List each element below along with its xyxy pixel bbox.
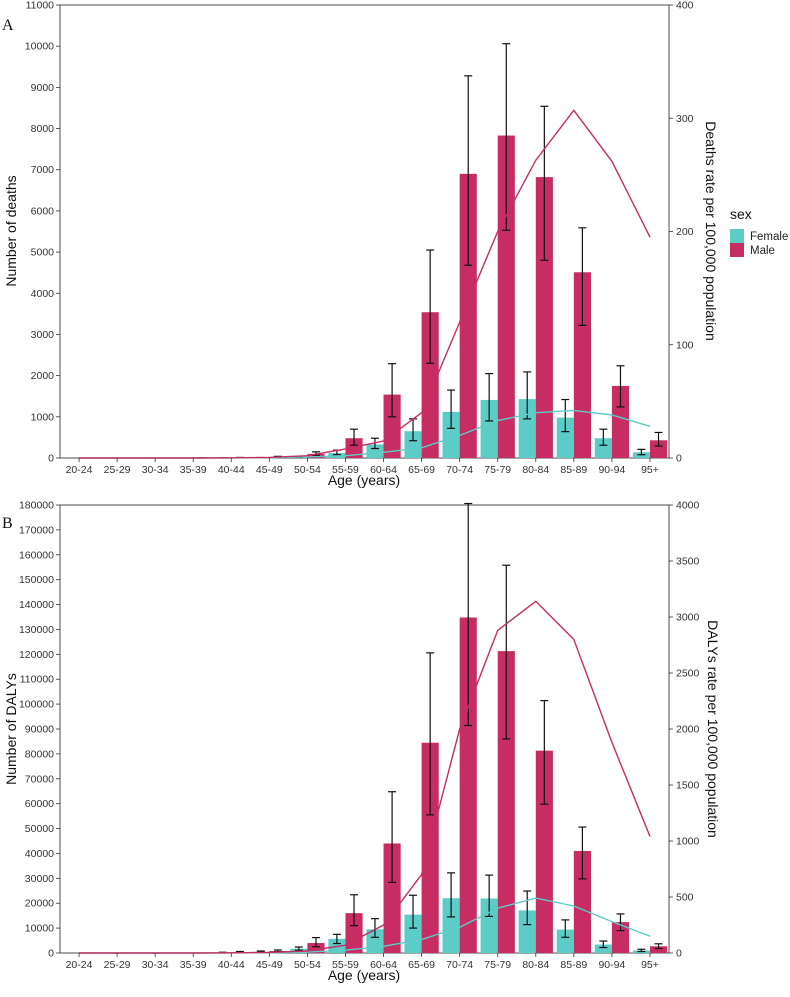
panel-b-y2-tick-label: 2000 — [676, 724, 700, 736]
panel-a-x-axis-title: Age (years) — [328, 472, 400, 488]
panel-a-y-tick-label: 5000 — [31, 247, 55, 259]
panel-b-x-tick-label: 45-49 — [256, 959, 283, 971]
panel-b-y-tick-label: 100000 — [19, 699, 54, 711]
panel-b-y2-tick-label: 1500 — [676, 780, 700, 792]
panel-a: A 01000200030004000500060007000800090001… — [2, 0, 719, 488]
panel-b-x-tick-label: 75-79 — [484, 959, 511, 971]
panel-b-y-tick-label: 150000 — [19, 574, 54, 586]
panel-b-y-tick-label: 60000 — [25, 798, 54, 810]
panel-b-x-tick-label: 40-44 — [218, 959, 245, 971]
panel-b-y2-tick-label: 3500 — [676, 556, 700, 568]
panel-b-x-tick-label: 30-34 — [142, 959, 169, 971]
panel-a-y2-axis-title: Deaths rate per 100,000 population — [703, 121, 719, 341]
panel-b-y-tick-label: 80000 — [25, 748, 54, 760]
panel-b-y-tick-label: 30000 — [25, 873, 54, 885]
panel-a-x-tick-label: 35-39 — [180, 464, 207, 476]
panel-b-y-tick-label: 20000 — [25, 898, 54, 910]
panel-a-y2-tick-label: 100 — [676, 339, 694, 351]
panel-a-y2-tick-label: 0 — [676, 453, 682, 465]
panel-a-y-tick-label: 6000 — [31, 205, 55, 217]
panel-b-y2-tick-label: 0 — [676, 948, 682, 960]
panel-a-y-tick-label: 2000 — [31, 370, 55, 382]
panel-b-y-tick-label: 10000 — [25, 923, 54, 935]
panel-a-y-axis-title: Number of deaths — [3, 175, 19, 286]
panel-a-x-tick-label: 30-34 — [142, 464, 169, 476]
panel-a-x-tick-label: 75-79 — [484, 464, 511, 476]
panel-a-y2-tick-label: 300 — [676, 113, 694, 125]
panel-b-label: B — [2, 515, 13, 532]
panel-a-x-tick-label: 95+ — [641, 464, 659, 476]
panel-b-y-tick-label: 120000 — [19, 649, 54, 661]
panel-a-x-tick-label: 25-29 — [104, 464, 131, 476]
legend-title: sex — [730, 206, 752, 222]
panel-a-y-tick-label: 3000 — [31, 329, 55, 341]
panel-a-y-tick-label: 9000 — [31, 82, 55, 94]
panel-a-x-tick-label: 40-44 — [218, 464, 245, 476]
panel-a-y-tick-label: 11000 — [26, 0, 55, 12]
panel-a-y-tick-label: 10000 — [25, 41, 54, 53]
legend-label-female: Female — [750, 231, 788, 243]
panel-a-x-tick-label: 45-49 — [256, 464, 283, 476]
panel-b-x-tick-label: 20-24 — [66, 959, 93, 971]
panel-b-y-tick-label: 110000 — [20, 674, 54, 686]
panel-b-y-tick-label: 70000 — [25, 773, 54, 785]
panel-a-y-tick-label: 4000 — [31, 288, 55, 300]
panel-b-y2-tick-label: 3000 — [676, 612, 700, 624]
panel-b-y-tick-label: 0 — [48, 948, 54, 960]
panel-b-y-axis-title: Number of DALYs — [3, 673, 19, 785]
legend-swatch-male — [730, 243, 744, 257]
panel-b-y-tick-label: 40000 — [25, 848, 54, 860]
panel-b-y-tick-label: 170000 — [19, 524, 54, 536]
panel-a-x-tick-label: 50-54 — [294, 464, 321, 476]
panel-a-y2-tick-label: 200 — [676, 226, 694, 238]
panel-b-y-tick-label: 140000 — [19, 599, 54, 611]
panel-b-y2-tick-label: 1000 — [676, 836, 700, 848]
panel-a-x-tick-label: 70-74 — [446, 464, 473, 476]
legend-label-male: Male — [750, 245, 775, 257]
panel-b-y2-axis-title: DALYs rate per 100,000 population — [705, 620, 721, 838]
panel-b-error-bar-female — [637, 949, 645, 951]
panel-b: B 01000020000300004000050000600007000080… — [2, 500, 721, 984]
legend: sex Female Male — [730, 206, 788, 257]
panel-b-y-tick-label: 130000 — [19, 624, 54, 636]
panel-b-x-tick-label: 90-94 — [598, 959, 625, 971]
panel-a-y2-tick-label: 400 — [676, 0, 694, 12]
panel-b-x-tick-label: 50-54 — [294, 959, 321, 971]
panel-a-x-tick-label: 20-24 — [66, 464, 93, 476]
panel-b-y2-tick-label: 4000 — [676, 500, 700, 512]
panel-b-y-tick-label: 160000 — [19, 549, 54, 561]
panel-a-y-tick-label: 1000 — [31, 411, 55, 423]
panel-a-x-tick-label: 85-89 — [560, 464, 587, 476]
panel-b-x-tick-label: 95+ — [641, 959, 659, 971]
panel-b-x-tick-label: 25-29 — [104, 959, 131, 971]
panel-b-y-tick-label: 90000 — [25, 724, 54, 736]
panel-b-y2-tick-label: 500 — [676, 892, 694, 904]
panel-b-x-axis-title: Age (years) — [328, 967, 400, 983]
panel-a-y-tick-label: 7000 — [31, 164, 55, 176]
panel-a-rate-line-male — [79, 110, 650, 458]
panel-a-y-tick-label: 0 — [48, 453, 54, 465]
panel-a-y-tick-label: 8000 — [31, 123, 55, 135]
panel-a-x-tick-label: 90-94 — [598, 464, 625, 476]
panel-b-rate-line-male — [79, 601, 650, 953]
panel-a-x-tick-label: 65-69 — [408, 464, 435, 476]
panel-b-x-tick-label: 85-89 — [560, 959, 587, 971]
panel-b-x-tick-label: 65-69 — [408, 959, 435, 971]
panel-b-x-tick-label: 70-74 — [446, 959, 473, 971]
panel-b-y-tick-label: 50000 — [25, 823, 54, 835]
panel-a-label: A — [2, 17, 14, 34]
legend-swatch-female — [730, 229, 744, 243]
panel-a-x-tick-label: 80-84 — [522, 464, 549, 476]
panel-b-y2-tick-label: 2500 — [676, 668, 700, 680]
panel-b-error-bar-female — [295, 947, 303, 950]
panel-b-x-tick-label: 80-84 — [522, 959, 549, 971]
panel-b-y-tick-label: 180000 — [19, 500, 54, 512]
panel-b-x-tick-label: 35-39 — [180, 959, 207, 971]
